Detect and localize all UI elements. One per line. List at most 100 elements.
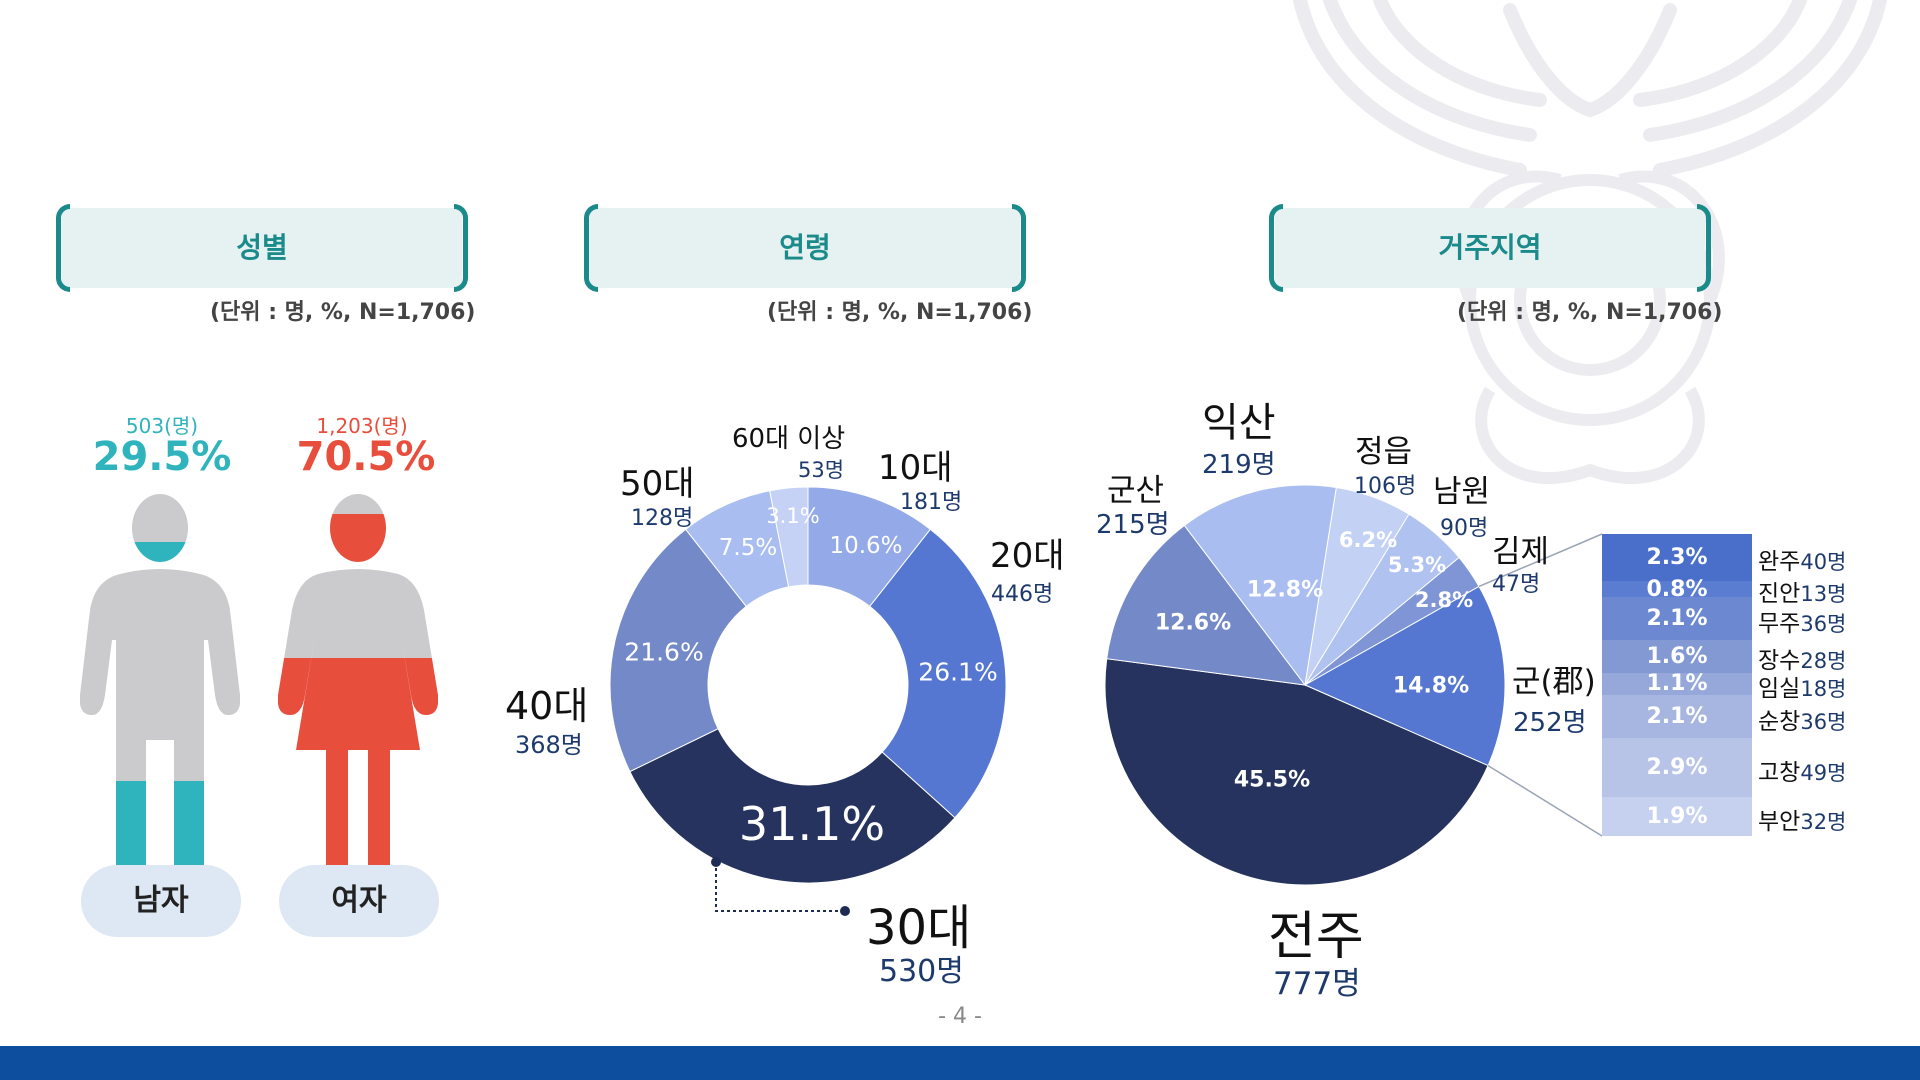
age-slice-label-40s: 21.6% <box>624 637 704 667</box>
gun-breakdown-count: 13명 <box>1800 582 1847 607</box>
gun-breakdown-name: 임실 <box>1758 675 1801 702</box>
age-slice-2 <box>629 728 956 884</box>
gun-breakdown-name: 부안 <box>1758 808 1801 835</box>
region-category-jeonju: 전주 <box>1268 907 1364 967</box>
region-header: 거주지역 <box>1269 204 1711 292</box>
male-count: 503(명) <box>125 414 199 438</box>
age-count-10s: 181명 <box>900 490 963 515</box>
age-category-50s: 50대 <box>620 464 695 504</box>
gun-breakdown-row: 2.1% <box>1602 695 1752 739</box>
gun-breakdown-label: 고창49명 <box>1758 753 1846 787</box>
age-category-10s: 10대 <box>878 448 953 488</box>
age-category-20s: 20대 <box>990 536 1065 576</box>
age-category-30s: 30대 <box>866 900 972 956</box>
gun-breakdown-label: 완주40명 <box>1758 542 1846 576</box>
age-count-60s: 53명 <box>798 458 845 482</box>
age-slice-3 <box>609 528 747 773</box>
gun-breakdown-name: 무주 <box>1758 610 1801 637</box>
region-slice-label-namwon: 5.3% <box>1387 553 1447 577</box>
gun-breakdown-name: 고창 <box>1758 759 1801 786</box>
age-count-40s: 368명 <box>515 731 583 759</box>
age-header: 연령 <box>584 204 1026 292</box>
male-label-pill: 남자 <box>81 865 241 937</box>
age-slice-label-50s: 7.5% <box>718 535 778 561</box>
age-header-title: 연령 <box>779 231 831 264</box>
header-bracket-left <box>584 204 598 292</box>
gun-breakdown-row: 1.1% <box>1602 671 1752 696</box>
gun-breakdown-count: 40명 <box>1800 550 1847 575</box>
gun-breakdown-label: 장수28명 <box>1758 641 1846 675</box>
female-figure-icon <box>278 494 438 870</box>
age-count-30s: 530명 <box>879 954 964 989</box>
gun-breakdown-name: 순창 <box>1758 708 1801 735</box>
region-count-namwon: 90명 <box>1440 516 1489 541</box>
gender-unit-note: (단위 : 명, %, N=1,706) <box>210 300 476 325</box>
region-category-gimje: 김제 <box>1492 534 1550 570</box>
age-slice-1 <box>869 528 1007 819</box>
region-slice-label-jeonju: 45.5% <box>1233 767 1311 793</box>
gun-breakdown-label: 진안13명 <box>1758 574 1846 608</box>
gun-breakdown-label: 순창36명 <box>1758 702 1846 736</box>
age-count-50s: 128명 <box>631 506 694 531</box>
female-percent: 70.5% <box>296 434 436 480</box>
gun-breakdown-count: 49명 <box>1800 760 1847 785</box>
gun-breakdown-row: 1.6% <box>1602 640 1752 673</box>
region-slice-label-gimje: 2.8% <box>1414 588 1474 612</box>
gun-breakdown-count: 36명 <box>1800 709 1847 734</box>
age-slice-label-20s: 26.1% <box>918 657 998 687</box>
region-slice-6 <box>1183 484 1337 687</box>
region-count-gun: 252명 <box>1513 708 1587 738</box>
gun-connector-line-0 <box>1478 533 1603 588</box>
gun-breakdown-row: 2.3% <box>1602 534 1752 581</box>
female-label-pill: 여자 <box>279 865 439 937</box>
age-category-40s: 40대 <box>505 684 589 728</box>
region-count-jeonju: 777명 <box>1273 966 1361 1002</box>
age-30s-leader-dot-0 <box>711 857 721 867</box>
gun-breakdown-row: 2.9% <box>1602 738 1752 798</box>
age-count-20s: 446명 <box>991 582 1054 607</box>
header-bracket-left <box>56 204 70 292</box>
gender-header-title: 성별 <box>236 231 288 264</box>
age-unit-note: (단위 : 명, %, N=1,706) <box>767 300 1033 325</box>
region-count-iksan: 219명 <box>1202 450 1276 480</box>
gun-breakdown-count: 32명 <box>1800 809 1847 834</box>
region-category-iksan: 익산 <box>1202 400 1276 446</box>
region-header-title: 거주지역 <box>1438 231 1542 264</box>
gun-breakdown-name: 완주 <box>1758 549 1801 576</box>
age-category-60s: 60대 이상 <box>732 424 846 454</box>
page-number: - 4 - <box>938 1004 982 1029</box>
male-figure-icon <box>80 494 240 870</box>
region-slice-label-gunsan: 12.6% <box>1154 610 1232 636</box>
region-category-gunsan: 군산 <box>1107 473 1165 509</box>
region-count-gimje: 47명 <box>1492 572 1541 597</box>
region-category-namwon: 남원 <box>1433 474 1491 510</box>
gun-breakdown-count: 18명 <box>1800 676 1847 701</box>
footer-bar <box>0 1046 1920 1080</box>
header-bracket-left <box>1269 204 1283 292</box>
gun-breakdown-count: 36명 <box>1800 611 1847 636</box>
age-slice-label-60s: 3.1% <box>766 504 820 528</box>
region-slice-label-jeongeup: 6.2% <box>1338 528 1398 552</box>
region-slice-label-gun: 14.8% <box>1392 673 1470 699</box>
gun-breakdown-name: 장수 <box>1758 648 1801 675</box>
gun-breakdown-label: 임실18명 <box>1758 669 1846 703</box>
gun-breakdown-name: 진안 <box>1758 581 1801 608</box>
region-slice-label-iksan: 12.8% <box>1246 577 1324 603</box>
region-count-gunsan: 215명 <box>1096 510 1170 540</box>
gun-breakdown-row: 0.8% <box>1602 577 1752 602</box>
header-bracket-right <box>1012 204 1026 292</box>
region-category-jeongeup: 정읍 <box>1355 434 1413 470</box>
region-unit-note: (단위 : 명, %, N=1,706) <box>1457 300 1723 325</box>
female-count: 1,203(명) <box>316 414 408 438</box>
age-30s-leader-dot-1 <box>840 906 850 916</box>
gun-breakdown-label: 무주36명 <box>1758 604 1846 638</box>
gun-breakdown-count: 28명 <box>1800 649 1847 674</box>
region-slice-3 <box>1303 585 1506 767</box>
region-category-gun: 군(郡) <box>1512 664 1596 700</box>
gun-connector-line-1 <box>1487 764 1603 837</box>
header-bracket-right <box>454 204 468 292</box>
gun-breakdown-row: 1.9% <box>1602 797 1752 836</box>
male-percent: 29.5% <box>92 434 232 480</box>
